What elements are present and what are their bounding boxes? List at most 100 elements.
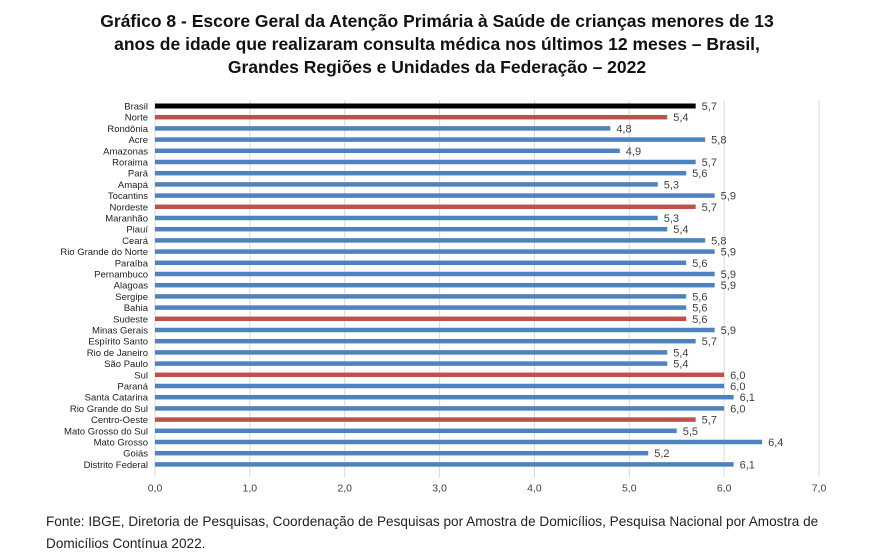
category-label: Piauí [126,225,148,236]
data-label: 6,4 [768,437,783,449]
data-label: 5,9 [721,191,736,203]
source-note: Fonte: IBGE, Diretoria de Pesquisas, Coo… [46,514,819,551]
data-label: 6,0 [730,381,745,393]
bar [155,462,734,467]
title-line-3: Grandes Regiões e Unidades da Federação … [227,57,647,77]
data-label: 5,6 [692,303,707,315]
data-label: 4,8 [616,123,631,135]
category-label: Tocantins [108,191,148,202]
data-label: 5,9 [721,247,736,259]
data-label: 5,4 [673,347,688,359]
x-tick-label: 6,0 [717,483,732,495]
bar [155,305,687,310]
data-label: 6,0 [730,370,745,382]
bar [155,294,687,299]
category-label: Roraima [112,158,149,169]
data-label: 6,1 [740,459,755,471]
category-label: Sergipe [115,292,148,303]
data-label: 5,7 [702,202,717,214]
data-label: 5,9 [721,280,736,292]
category-label: Centro-Oeste [91,415,148,426]
category-label: Amapá [118,180,149,191]
bar [155,249,715,254]
data-label: 5,3 [664,179,679,191]
data-label: 4,9 [626,146,641,158]
data-label: 5,6 [692,168,707,180]
category-label: Sudeste [113,314,148,325]
category-label: Rio de Janeiro [87,348,148,359]
bar [155,204,696,210]
bar [155,126,611,131]
bar [155,316,687,322]
chart-title: Gráfico 8 - Escore Geral da Atenção Prim… [0,10,874,79]
category-label: Pernambuco [94,270,148,281]
data-label: 5,6 [692,258,707,270]
category-label: Paraná [117,382,148,393]
category-label: Santa Catarina [85,393,149,404]
category-label: Rondônia [107,124,148,135]
category-label: Distrito Federal [84,460,148,471]
bar [155,406,725,411]
bar [155,282,715,288]
x-tick-label: 1,0 [243,483,258,495]
bar [155,226,668,232]
data-label: 6,0 [730,403,745,415]
category-label: Mato Grosso [94,438,148,449]
category-label: Goiás [123,449,148,460]
category-label: Espírito Santo [88,337,148,348]
category-label: Amazonas [103,146,148,157]
data-label: 5,4 [673,112,688,124]
data-label: 5,7 [702,101,717,113]
category-label: São Paulo [104,359,148,370]
data-label: 5,9 [721,269,736,281]
data-label: 5,8 [711,235,726,247]
category-label: Bahia [124,303,149,314]
bar [155,148,620,154]
category-label: Norte [125,113,148,124]
bar [155,114,668,120]
bar [155,271,715,277]
data-label: 5,6 [692,314,707,326]
category-label: Nordeste [109,202,148,213]
bar [155,394,734,400]
category-label: Minas Gerais [92,326,148,337]
x-tick-label: 2,0 [337,483,352,495]
data-label: 5,7 [702,157,717,169]
title-line-1: Gráfico 8 - Escore Geral da Atenção Prim… [100,11,774,31]
category-label: Ceará [122,236,149,247]
data-label: 5,8 [711,135,726,147]
x-tick-label: 4,0 [527,483,542,495]
category-label: Maranhão [105,214,148,225]
title-line-2: anos de idade que realizaram consulta mé… [114,34,760,54]
bar [155,215,658,221]
category-label: Brasil [124,102,148,113]
data-label: 5,5 [683,426,698,438]
data-label: 5,9 [721,325,736,337]
data-label: 5,7 [702,336,717,348]
x-tick-label: 5,0 [622,483,637,495]
data-label: 5,4 [673,359,688,371]
data-label: 5,3 [664,213,679,225]
bar-chart: 0,0 1,0 2,0 3,0 4,0 5,0 6,0 7,0 Brasil 5,7 Norte 5,… [60,100,827,495]
x-tick-label: 7,0 [812,483,827,495]
category-label: Rio Grande do Norte [60,247,148,258]
bar [155,372,725,378]
bar [155,350,668,355]
data-label: 6,1 [740,392,755,404]
data-label: 5,4 [673,224,688,236]
bar [155,193,715,198]
category-label: Acre [128,135,148,146]
bar [155,238,706,243]
bar [155,170,687,176]
category-label: Paraíba [115,258,149,269]
data-label: 5,2 [654,448,669,460]
bar [155,260,687,266]
bar [155,103,696,109]
bar [155,327,715,333]
data-label: 5,6 [692,291,707,303]
data-label: 5,7 [702,415,717,427]
category-label: Alagoas [114,281,149,292]
bar [155,428,677,434]
category-label: Rio Grande do Sul [70,404,148,415]
bar [155,182,658,187]
